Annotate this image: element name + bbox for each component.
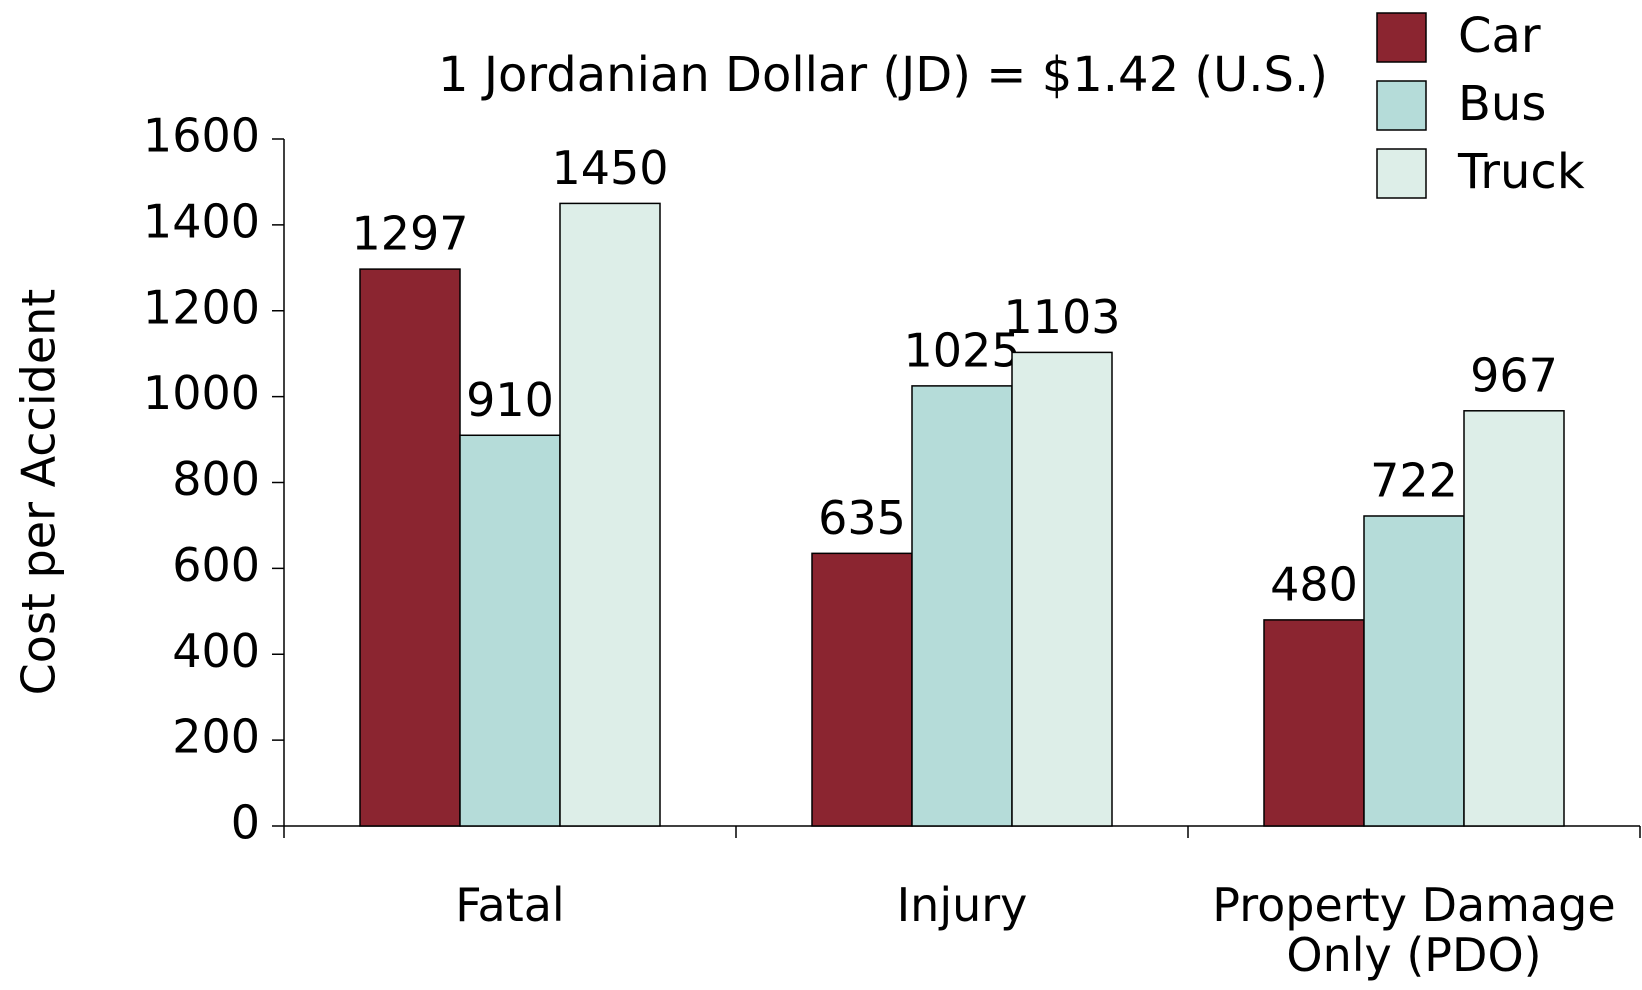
bar bbox=[1463, 410, 1565, 827]
bar bbox=[1363, 515, 1465, 827]
y-tick-label: 0 bbox=[231, 796, 260, 850]
bar bbox=[1263, 619, 1365, 827]
y-tick-label: 1600 bbox=[143, 109, 260, 163]
data-label: 480 bbox=[1270, 557, 1358, 611]
y-tick-label: 1200 bbox=[143, 280, 260, 334]
legend-label: Car bbox=[1458, 8, 1541, 64]
bar bbox=[459, 434, 561, 827]
legend-swatch bbox=[1376, 80, 1427, 131]
data-label: 722 bbox=[1370, 453, 1458, 507]
legend-swatch bbox=[1376, 12, 1427, 63]
data-label: 1025 bbox=[903, 323, 1020, 377]
data-label: 910 bbox=[466, 373, 554, 427]
x-tick-label: Property Damage Only (PDO) bbox=[1212, 878, 1616, 982]
bar bbox=[1011, 351, 1113, 827]
bar bbox=[911, 385, 1013, 827]
x-tick-label: Fatal bbox=[455, 878, 565, 932]
y-tick-label: 400 bbox=[172, 624, 260, 678]
x-tick-label: Injury bbox=[896, 878, 1028, 932]
bar bbox=[811, 552, 913, 827]
bar bbox=[559, 202, 661, 827]
y-tick-label: 1000 bbox=[143, 366, 260, 420]
y-tick-label: 600 bbox=[172, 538, 260, 592]
bar bbox=[359, 268, 461, 827]
data-label: 967 bbox=[1470, 348, 1558, 402]
legend-swatch bbox=[1376, 148, 1427, 199]
legend-label: Bus bbox=[1458, 76, 1546, 132]
data-label: 1297 bbox=[351, 207, 468, 261]
data-label: 1103 bbox=[1003, 290, 1120, 344]
data-label: 635 bbox=[818, 491, 906, 545]
legend-label: Truck bbox=[1457, 144, 1585, 200]
y-tick-label: 1400 bbox=[143, 194, 260, 248]
y-tick-label: 200 bbox=[172, 710, 260, 764]
data-label: 1450 bbox=[551, 141, 668, 195]
chart-title: 1 Jordanian Dollar (JD) = $1.42 (U.S.) bbox=[438, 47, 1328, 103]
y-axis-label: Cost per Accident bbox=[12, 289, 66, 696]
y-tick-label: 800 bbox=[172, 452, 260, 506]
